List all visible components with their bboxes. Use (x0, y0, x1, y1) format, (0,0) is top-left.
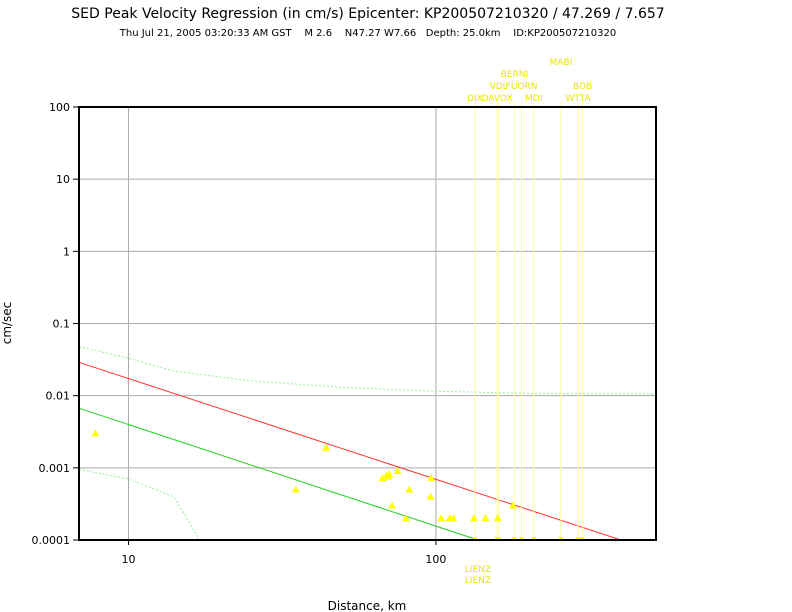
data-point (402, 514, 411, 522)
chart-subtitle: Thu Jul 21, 2005 03:20:33 AM GST M 2.6 N… (119, 28, 616, 39)
data-points (91, 429, 585, 540)
regression-lines (78, 361, 622, 541)
y-tick-label: 0.001 (39, 462, 71, 475)
station-label: BOB (573, 82, 592, 92)
data-point (481, 514, 490, 522)
envelope-line (78, 346, 656, 395)
y-tick-label: 100 (49, 101, 70, 114)
data-point (405, 485, 414, 493)
y-tick-label: 10 (56, 173, 70, 186)
station-label: WTTA (565, 94, 591, 104)
chart-title: SED Peak Velocity Regression (in cm/s) E… (71, 6, 664, 22)
station-label: DIX (467, 94, 483, 104)
y-tick-label: 0.01 (46, 390, 71, 403)
station-base-marker (576, 537, 581, 540)
data-point (322, 443, 331, 451)
station-base-marker (496, 537, 501, 540)
station-label: DAVOX (481, 94, 512, 104)
y-tick-label: 1 (63, 245, 70, 258)
station-base-marker (531, 537, 536, 540)
data-point (427, 474, 436, 482)
regression-line-green (78, 407, 479, 541)
regression-line-red (78, 361, 622, 541)
data-point (508, 501, 517, 509)
station-label-bottom: LIENZ (465, 576, 491, 586)
data-point (493, 514, 502, 522)
data-point (437, 514, 446, 522)
x-axis-label: Distance, km (328, 599, 407, 612)
station-label-bottom: LIENZ (465, 565, 491, 575)
data-point (385, 470, 394, 478)
station-base-marker (472, 537, 477, 540)
tick-labels: 100 10 1 0.1 0.01 0.001 0.0001 10 100 (32, 101, 447, 566)
station-base-marker (580, 537, 585, 540)
station-label: VDL (490, 82, 508, 92)
envelope-lines (78, 346, 656, 541)
station-base-marker (519, 537, 524, 540)
data-point (470, 514, 478, 522)
station-label: MDI (525, 94, 542, 104)
grid-lines (79, 106, 656, 541)
station-label: BERNI (501, 70, 529, 80)
data-point (449, 514, 458, 522)
station-label: FUORN (506, 82, 538, 92)
y-tick-label: 0.0001 (32, 534, 71, 547)
station-base-marker (512, 537, 517, 540)
y-tick-label: 0.1 (53, 318, 71, 331)
station-base-marker (558, 537, 563, 540)
data-point (378, 474, 387, 482)
data-point (91, 429, 100, 437)
data-point (393, 467, 402, 475)
x-tick-label: 100 (425, 553, 446, 566)
data-point (388, 501, 397, 509)
data-point (291, 485, 300, 493)
y-axis-label: cm/sec (0, 302, 14, 345)
x-tick-label: 10 (122, 553, 136, 566)
station-label: MABI (549, 58, 572, 68)
data-point (426, 492, 435, 500)
envelope-line (78, 468, 200, 541)
